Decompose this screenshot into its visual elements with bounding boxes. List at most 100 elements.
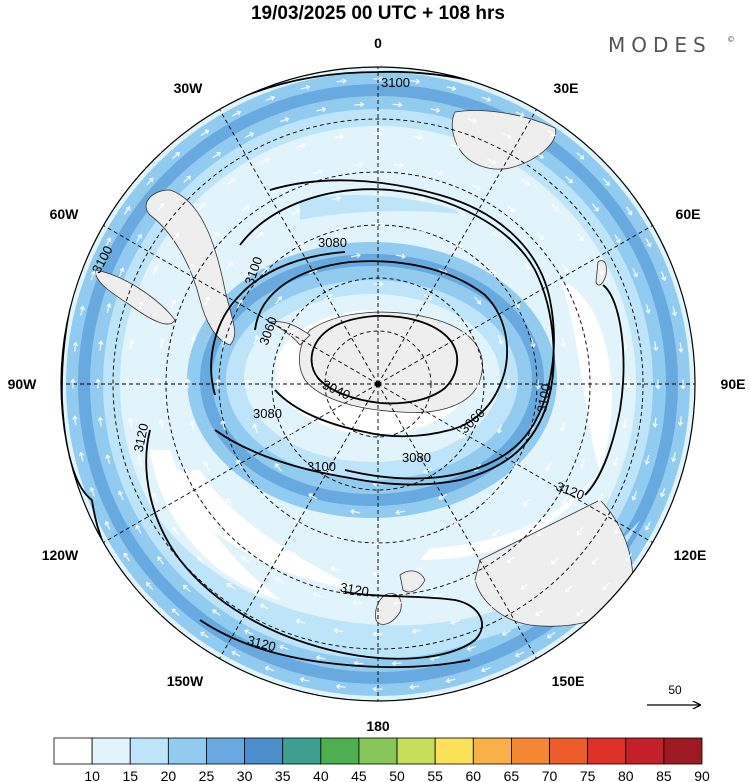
wind-arrow	[221, 420, 226, 430]
wind-arrow-head	[288, 429, 293, 434]
wind-arrow	[471, 184, 481, 190]
wind-arrow-head	[625, 557, 631, 562]
wind-arrow-head	[535, 385, 541, 390]
wind-arrow-head	[356, 252, 361, 259]
wind-arrow-head	[652, 346, 659, 352]
wind-arrow-head	[591, 425, 597, 430]
wind-arrow	[106, 303, 111, 313]
wind-arrow	[350, 510, 361, 514]
wind-arrow	[123, 206, 130, 215]
wind-arrow	[227, 583, 236, 590]
wind-arrow-head	[270, 95, 276, 101]
wind-arrow	[446, 86, 456, 90]
wind-arrow-head	[72, 341, 79, 347]
wind-arrow-head	[148, 177, 154, 183]
wind-arrow	[146, 582, 154, 591]
wind-arrow	[138, 456, 143, 466]
wind-arrow-head	[391, 660, 397, 667]
wind-arrow-head	[321, 106, 327, 113]
lon-label-0: 0	[374, 35, 382, 51]
wind-arrow-head	[379, 191, 384, 197]
wind-arrow-head	[197, 556, 202, 562]
wind-arrow	[506, 205, 515, 212]
wind-arrow	[645, 455, 650, 465]
wind-arrow	[135, 234, 142, 243]
wind-arrow	[661, 487, 666, 497]
wind-arrow-head	[576, 611, 581, 616]
wind-arrow-head	[463, 334, 468, 339]
wind-arrow-head	[98, 340, 104, 345]
wind-arrow-head	[379, 131, 384, 137]
colorbar-label: 85	[656, 768, 672, 782]
wind-arrow	[293, 242, 303, 249]
wind-arrow-head	[264, 266, 269, 272]
wind-arrow-head	[546, 466, 551, 472]
wind-arrow	[623, 418, 627, 428]
wind-arrow-head	[299, 677, 305, 683]
wind-arrow	[592, 419, 596, 429]
wind-arrow	[138, 302, 143, 312]
wind-arrow-head	[301, 143, 306, 149]
contour-3120-south	[145, 429, 483, 660]
wind-arrow-head	[225, 498, 231, 503]
wind-arrow	[679, 416, 682, 426]
wind-arrow-head	[546, 633, 552, 639]
wind-arrow-head	[339, 134, 345, 140]
wind-arrow-head	[231, 178, 236, 183]
wind-arrow	[580, 459, 586, 468]
wind-arrow-head	[661, 276, 667, 282]
colorbar-swatch	[472, 737, 512, 765]
wind-arrow	[433, 170, 443, 175]
lon-label-30w: 30W	[174, 80, 204, 96]
wind-arrow-head	[277, 296, 282, 301]
wind-arrow	[160, 339, 164, 349]
wind-arrow	[226, 498, 233, 507]
wind-arrow-head	[106, 237, 112, 243]
wind-arrow-head	[445, 678, 451, 684]
height-contours	[61, 70, 625, 668]
wind-arrow	[275, 296, 282, 305]
map-title: 19/03/2025 00 UTC + 108 hrs	[251, 3, 505, 24]
wind-arrow-head	[260, 493, 266, 498]
wind-arrow	[188, 264, 194, 273]
colorbar-label: 90	[694, 768, 710, 782]
wind-arrow	[260, 604, 269, 610]
wind-arrow	[487, 493, 495, 501]
wind-arrow-head	[491, 159, 497, 165]
wind-arrow	[433, 593, 443, 598]
wind-arrow	[393, 602, 403, 605]
wind-arrow-head	[421, 196, 426, 202]
wind-arrow	[423, 294, 433, 301]
wind-arrow	[576, 608, 585, 616]
wind-arrow-head	[420, 227, 425, 233]
wind-arrow-head	[123, 552, 129, 558]
wind-arrow-head	[152, 492, 157, 498]
wind-arrow	[430, 656, 440, 660]
wind-arrow-head	[451, 85, 457, 91]
wind-arrow-head	[627, 210, 633, 216]
wind-arrow	[481, 96, 491, 101]
wind-arrow-head	[138, 301, 144, 307]
wind-arrow-head	[159, 338, 165, 343]
wind-arrow	[313, 170, 323, 175]
wind-arrow-head	[295, 618, 301, 624]
wind-arrow	[410, 80, 420, 83]
map-border	[60, 66, 696, 702]
wind-arrow	[129, 340, 133, 350]
wind-arrow	[265, 667, 275, 672]
wind-arrow	[661, 271, 666, 281]
wind-arrow-head	[331, 535, 336, 541]
wind-arrow-head	[455, 553, 461, 559]
wind-arrow-head	[135, 524, 141, 530]
wind-arrow-head	[455, 144, 461, 150]
wind-arrow-head	[645, 309, 651, 314]
wind-arrow-head	[496, 234, 501, 239]
wind-arrow	[279, 118, 289, 123]
wind-arrow	[415, 567, 425, 571]
wind-arrow-head	[236, 110, 242, 116]
contour-3120-east	[584, 284, 625, 496]
wind-arrow-head	[308, 493, 313, 498]
wind-arrow	[323, 467, 333, 474]
wind-arrow	[146, 177, 154, 186]
wind-arrow-head	[157, 556, 162, 561]
